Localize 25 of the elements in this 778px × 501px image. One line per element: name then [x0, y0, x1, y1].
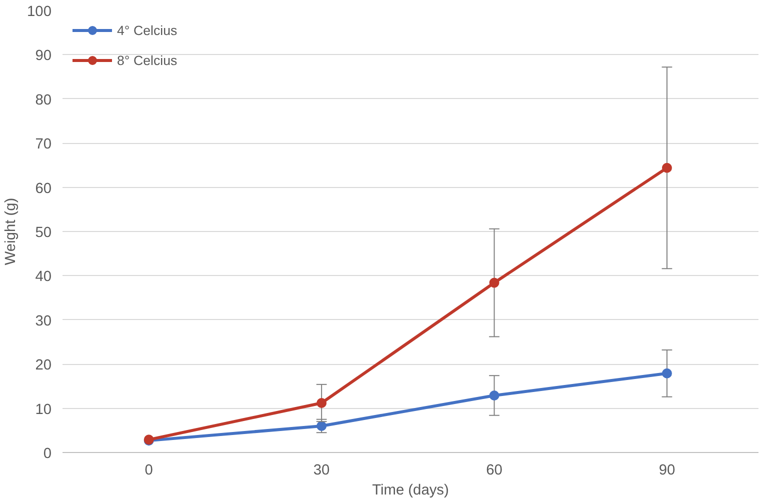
y-tick-label: 90 [35, 48, 52, 64]
x-tick-label: 0 [144, 462, 153, 478]
y-tick-label: 50 [35, 225, 52, 241]
point [489, 278, 500, 288]
y-tick-label: 10 [35, 402, 52, 418]
point [489, 390, 500, 400]
y-tick-label: 40 [35, 269, 52, 286]
y-tick-label: 30 [35, 313, 52, 330]
point [662, 368, 672, 378]
point [316, 420, 327, 431]
y-axis-title: Weight (g) [3, 198, 20, 266]
y-tick-label: 0 [43, 446, 52, 462]
x-tick-label: 60 [486, 462, 502, 478]
x-tick-label: 30 [313, 462, 330, 478]
y-tick-label: 80 [35, 92, 52, 108]
x-tick-label: 90 [658, 462, 676, 478]
legend-label: 8° Celcius [117, 52, 178, 68]
y-tick-label: 70 [35, 136, 52, 153]
point [662, 162, 672, 173]
y-tick-label: 100 [27, 4, 52, 20]
y-tick-label: 20 [35, 358, 52, 374]
legend-label: 4° Celcius [117, 22, 178, 38]
x-axis-title: Time (days) [372, 482, 449, 498]
y-tick-label: 60 [35, 180, 52, 197]
point [316, 398, 327, 408]
